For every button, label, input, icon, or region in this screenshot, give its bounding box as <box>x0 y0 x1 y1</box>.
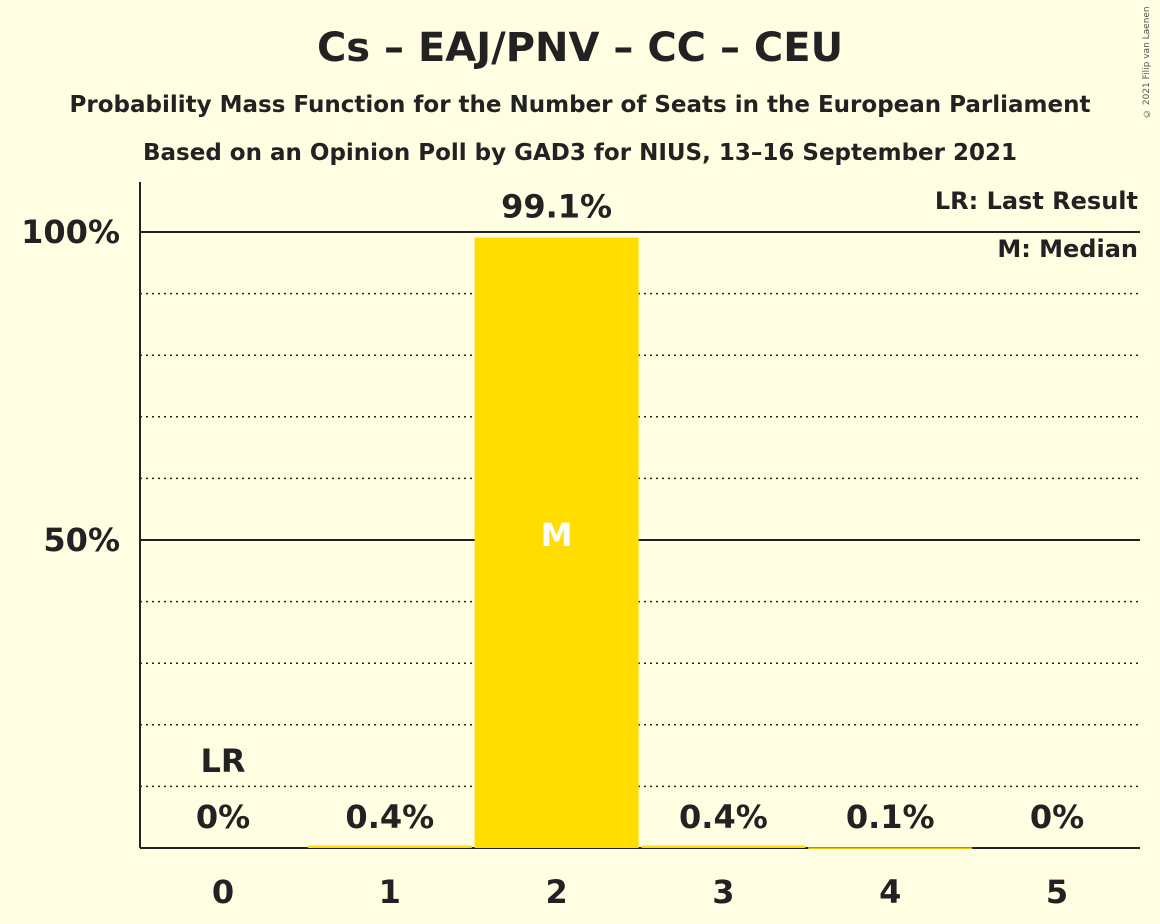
x-tick-label: 2 <box>545 873 567 911</box>
legend-last-result: LR: Last Result <box>935 187 1138 215</box>
x-tick-label: 0 <box>212 873 234 911</box>
last-result-marker: LR <box>200 742 245 780</box>
x-tick-label: 4 <box>879 873 901 911</box>
bar-value-label: 0% <box>1030 798 1084 836</box>
x-tick-label: 1 <box>379 873 401 911</box>
bar-value-label: 0% <box>196 798 250 836</box>
y-tick-label: 100% <box>21 213 120 251</box>
y-tick-label: 50% <box>43 521 120 559</box>
bar-value-label: 0.1% <box>846 798 935 836</box>
bar <box>641 846 805 848</box>
bar-value-label: 0.4% <box>345 798 434 836</box>
bar <box>808 847 972 849</box>
x-tick-label: 3 <box>712 873 734 911</box>
bar <box>308 846 472 848</box>
bar-value-label: 99.1% <box>501 188 612 226</box>
legend-median: M: Median <box>997 235 1138 263</box>
x-tick-label: 5 <box>1046 873 1068 911</box>
bar-value-label: 0.4% <box>679 798 768 836</box>
median-marker: M <box>541 516 573 554</box>
